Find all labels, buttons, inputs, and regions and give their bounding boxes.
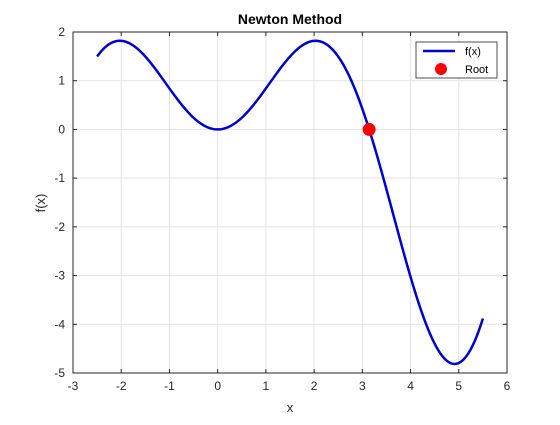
x-tick-label: 6 — [504, 379, 511, 393]
y-tick-label: -3 — [54, 269, 65, 283]
series-fx-line — [96, 39, 485, 366]
y-tick-label: -1 — [54, 171, 65, 185]
tick-labels: -3 -2 -1 0 1 2 3 4 5 6 -5 -4 -3 -2 -1 0 1 2 — [54, 25, 510, 393]
plot-area — [73, 32, 507, 373]
x-tick-label: 2 — [311, 379, 318, 393]
x-tick-label: -3 — [68, 379, 79, 393]
legend-label-fx: f(x) — [465, 46, 481, 58]
y-tick-label: -4 — [54, 317, 65, 331]
y-axis-title: f(x) — [33, 194, 48, 213]
x-tick-label: 3 — [359, 379, 366, 393]
plot-frame — [72, 31, 508, 374]
x-tick-label: 5 — [455, 379, 462, 393]
y-tick-label: -5 — [54, 366, 65, 380]
ticks — [72, 31, 508, 374]
marker-layer — [362, 122, 376, 136]
curve-layer — [96, 39, 485, 366]
legend-box — [415, 41, 498, 79]
y-tick-label: 0 — [58, 122, 65, 136]
legend: f(x) Root — [415, 41, 498, 79]
x-axis-title: x — [287, 400, 294, 415]
y-tick-label: -2 — [54, 220, 65, 234]
x-tick-label: 0 — [214, 379, 221, 393]
y-tick-label: 1 — [58, 74, 65, 88]
x-tick-label: 4 — [407, 379, 414, 393]
x-tick-label: 1 — [263, 379, 270, 393]
chart-title: Newton Method — [238, 11, 342, 27]
legend-marker-swatch — [435, 63, 447, 75]
root-marker — [362, 122, 376, 136]
x-tick-label: -1 — [164, 379, 175, 393]
x-tick-label: -2 — [116, 379, 127, 393]
legend-label-root: Root — [465, 64, 488, 76]
y-tick-label: 2 — [58, 25, 65, 39]
